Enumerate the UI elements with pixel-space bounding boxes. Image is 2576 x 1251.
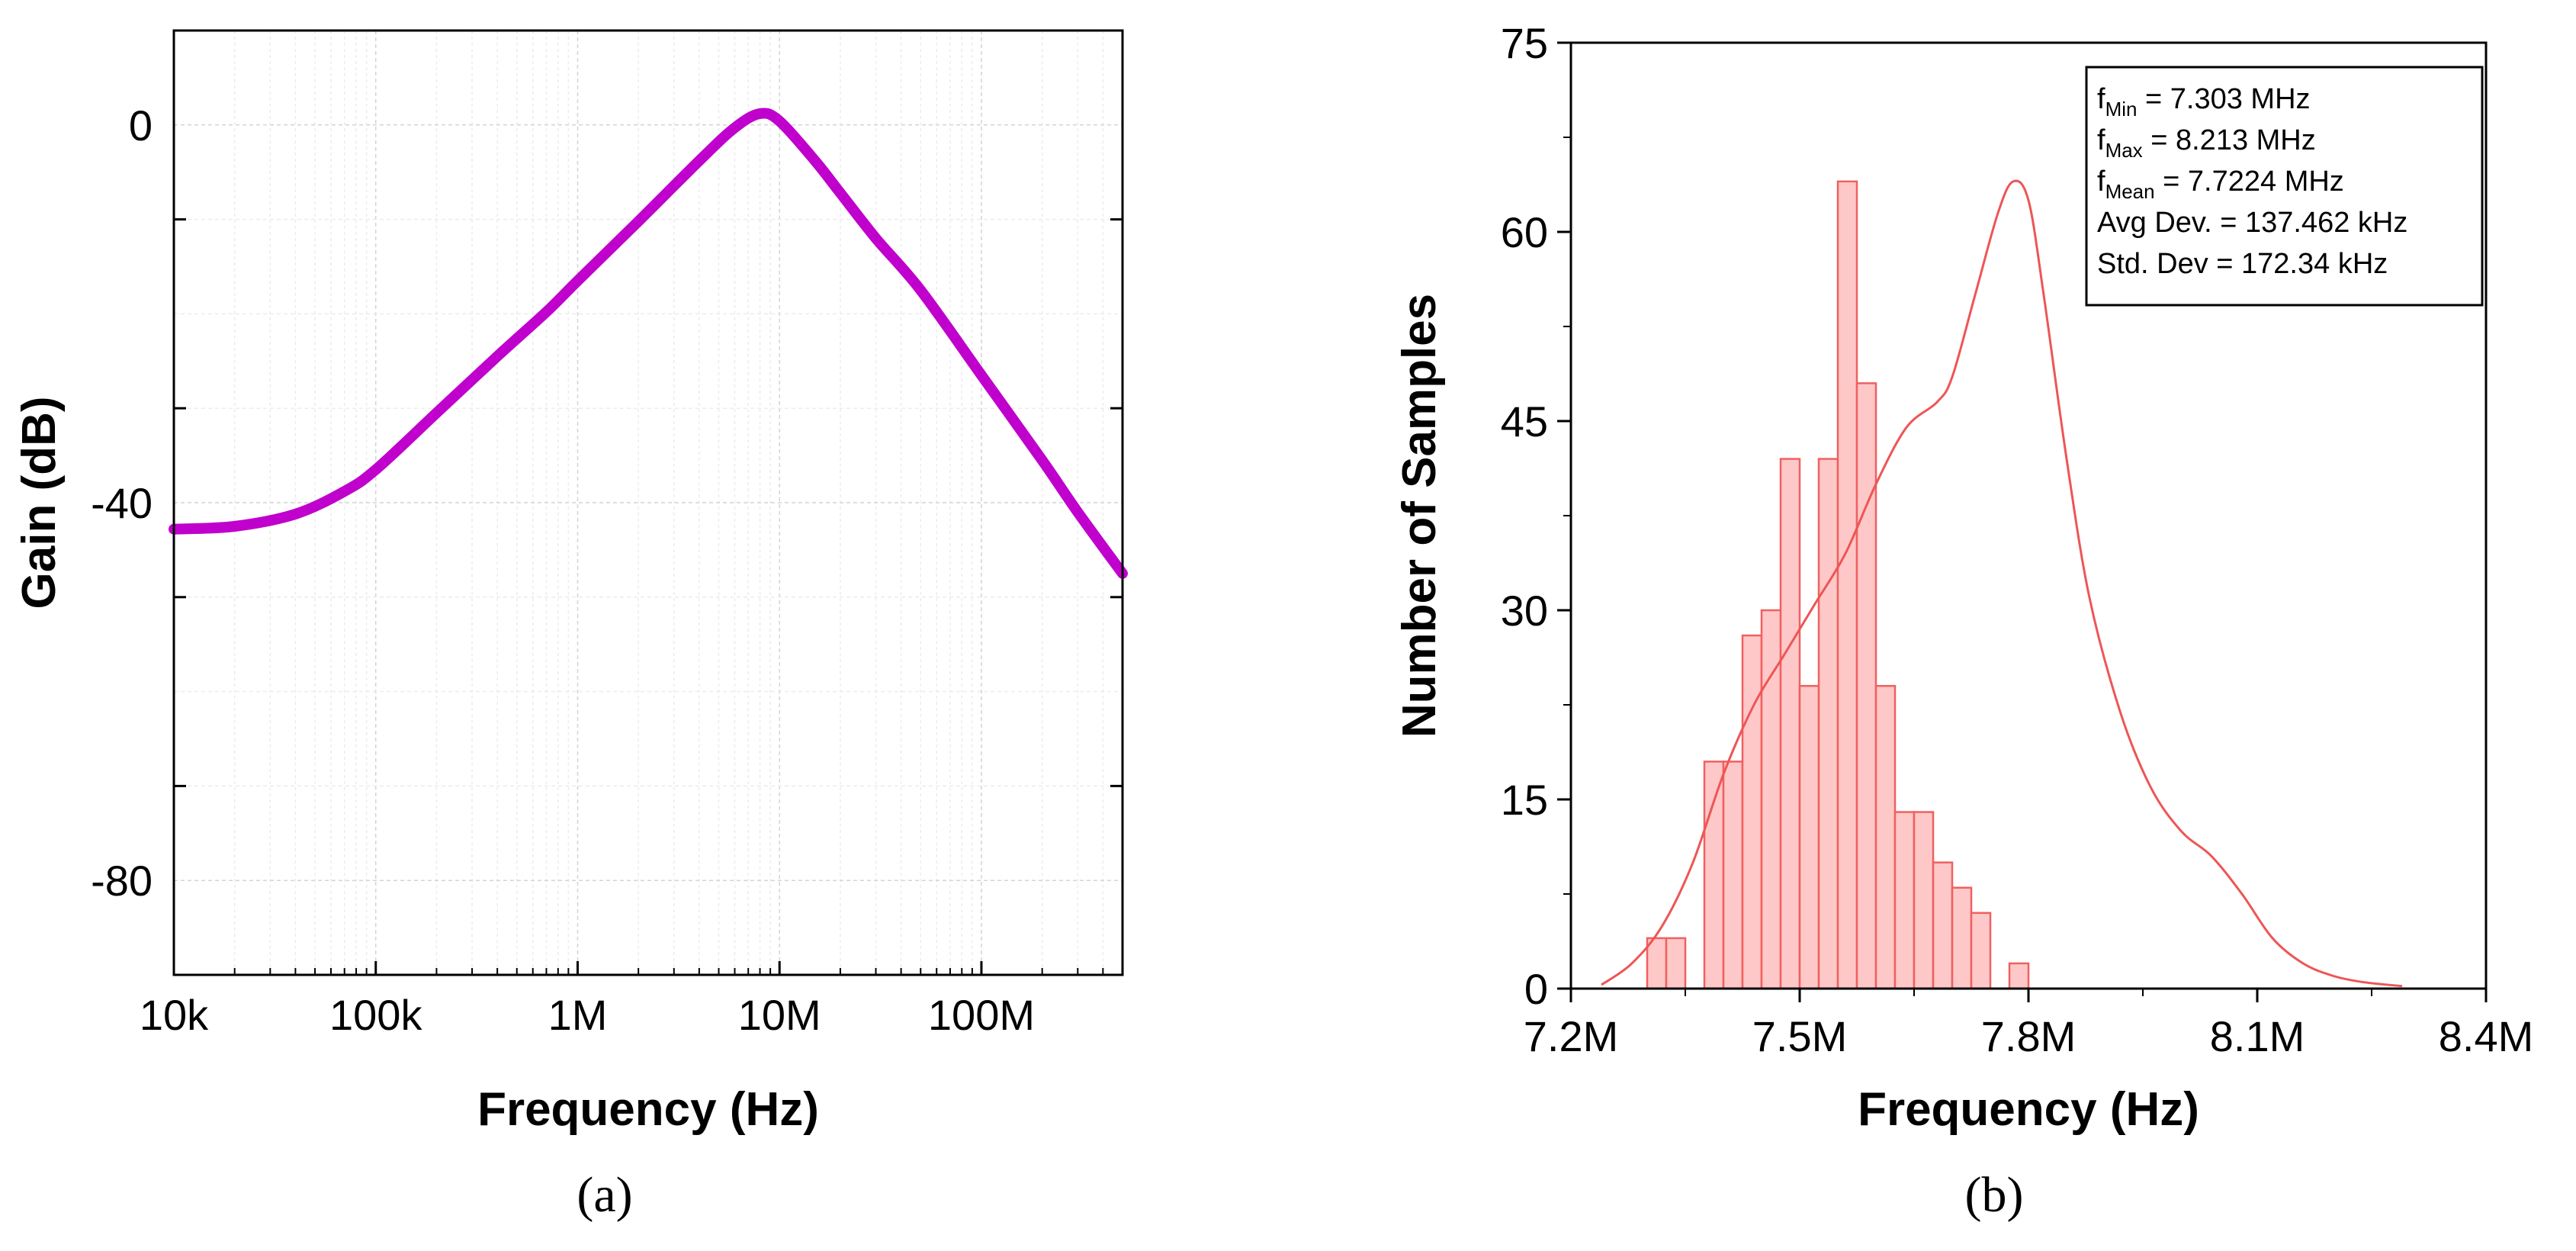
histogram-bar <box>1665 937 1687 990</box>
gain-y-tick-label: -80 <box>91 857 153 905</box>
histogram-bar <box>1951 886 1973 990</box>
histogram-y-tick-label: 75 <box>1501 19 1548 67</box>
histogram-density-curve <box>1601 179 2403 988</box>
gain-x-tick-label: 1M <box>548 991 608 1039</box>
gain-chart: 10k 100k 1M 10M 100M 0 -40 -80 Frequency (Hz) G… <box>13 29 1128 1223</box>
histogram-y-tick-label: 30 <box>1501 587 1548 635</box>
histogram-bar <box>1817 458 1839 990</box>
histogram-x-tick-label: 7.5M <box>1752 1012 1848 1060</box>
histogram-bar <box>1779 458 1801 990</box>
histogram-x-tick-label: 8.1M <box>2210 1012 2305 1060</box>
gain-x-tick-label: 100M <box>928 991 1035 1039</box>
gain-x-tick-label: 10k <box>140 991 209 1039</box>
gain-ticks: 10k 100k 1M 10M 100M 0 -40 -80 <box>91 29 1123 1039</box>
stats-line: fMax = 8.213 MHz <box>2097 124 2316 162</box>
stats-line: Avg Dev. = 137.462 kHz <box>2097 207 2407 239</box>
histogram-bar <box>1893 811 1916 990</box>
gain-x-tick-label: 10M <box>738 991 821 1039</box>
stats-line: fMin = 7.303 MHz <box>2097 83 2311 121</box>
histogram-bar <box>1913 811 1935 990</box>
histogram-y-tick-label: 45 <box>1501 397 1548 445</box>
gain-series-line <box>169 108 1128 579</box>
histogram-x-tick-label: 8.4M <box>2439 1012 2534 1060</box>
stats-line: fMean = 7.7224 MHz <box>2097 166 2344 203</box>
histogram-bar <box>1932 861 1954 990</box>
histogram-y-tick-label: 0 <box>1524 965 1548 1013</box>
histogram-bar <box>1722 761 1744 990</box>
histogram-bars <box>1646 180 2030 990</box>
histogram-bar <box>1760 609 1782 990</box>
gain-y-axis-label: Gain (dB) <box>13 397 66 609</box>
histogram-bar <box>1798 684 1820 990</box>
panel-a-label: (a) <box>577 1167 632 1223</box>
gain-plot-frame <box>172 29 1124 976</box>
histogram-bar <box>1836 180 1858 990</box>
gain-y-tick-label: -40 <box>91 479 153 527</box>
histogram-x-tick-label: 7.8M <box>1981 1012 2077 1060</box>
histogram-y-axis-label: Number of Samples <box>1393 294 1446 738</box>
histogram-x-axis-label: Frequency (Hz) <box>1858 1083 2199 1136</box>
histogram-bar <box>1855 382 1877 990</box>
histogram-chart: 7.2M 7.5M 7.8M 8.1M 8.4M 0 15 30 45 60 75 fMin = 7… <box>1393 19 2533 1223</box>
histogram-y-tick-label: 15 <box>1501 776 1548 824</box>
histogram-bar <box>2008 962 2030 990</box>
histogram-bar <box>1741 634 1763 990</box>
histogram-ticks: 7.2M 7.5M 7.8M 8.1M 8.4M 0 15 30 45 60 75 <box>1501 19 2534 1060</box>
histogram-x-tick-label: 7.2M <box>1524 1012 1619 1060</box>
histogram-bar <box>1703 761 1725 990</box>
stats-line: Std. Dev = 172.34 kHz <box>2097 248 2388 280</box>
gain-x-axis-label: Frequency (Hz) <box>477 1083 819 1136</box>
histogram-bar <box>1874 684 1897 990</box>
histogram-y-tick-label: 60 <box>1501 208 1548 256</box>
gain-x-tick-label: 100k <box>329 991 422 1039</box>
histogram-bar <box>1970 912 1992 990</box>
histogram-bar <box>1646 937 1668 990</box>
panel-b-label: (b) <box>1965 1167 2024 1223</box>
gain-y-tick-label: 0 <box>129 101 153 150</box>
